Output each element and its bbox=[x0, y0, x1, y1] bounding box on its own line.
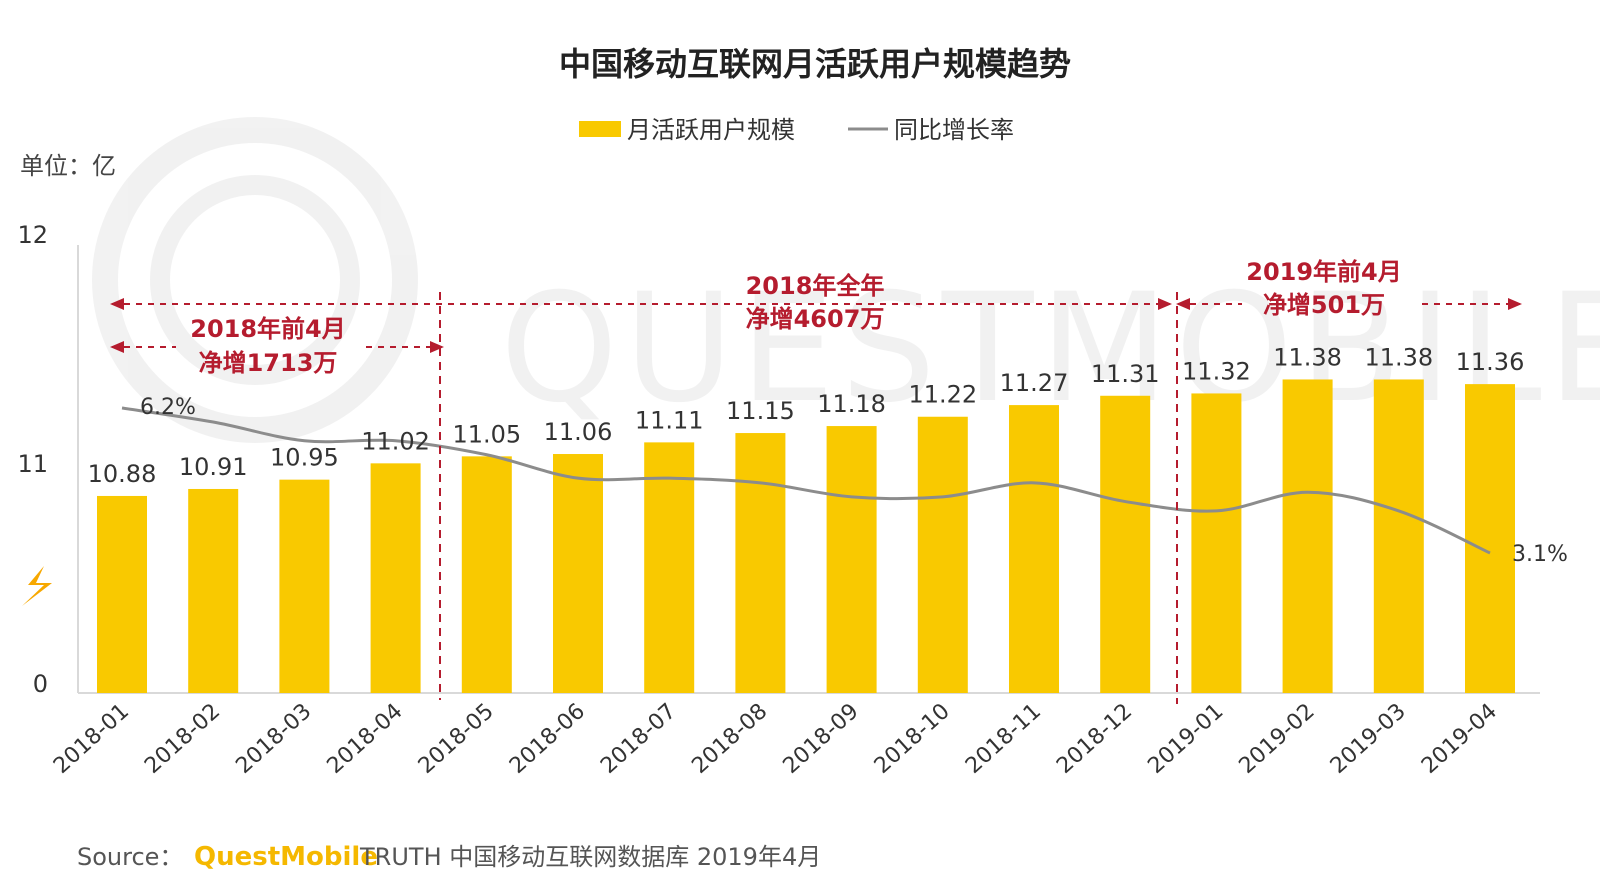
x-tick-label: 2018-04 bbox=[323, 699, 408, 779]
x-tick-label: 2018-02 bbox=[140, 699, 225, 779]
bar-value-label: 11.38 bbox=[1273, 343, 1342, 371]
arrowhead-icon bbox=[430, 341, 444, 353]
rate-point-label: 6.2% bbox=[140, 395, 196, 420]
legend-line-label: 同比增长率 bbox=[894, 116, 1014, 144]
bar bbox=[826, 426, 877, 693]
bar-value-label: 11.15 bbox=[726, 397, 795, 425]
rate-point-label: 3.1% bbox=[1512, 542, 1568, 567]
bar-value-label: 10.91 bbox=[179, 453, 248, 481]
arrowhead-icon bbox=[1508, 298, 1522, 310]
legend: 月活跃用户规模 同比增长率 bbox=[579, 116, 1014, 144]
bar-value-label: 10.95 bbox=[270, 444, 339, 472]
legend-bar-swatch bbox=[579, 121, 621, 137]
x-tick-label: 2018-03 bbox=[231, 699, 316, 779]
bar bbox=[917, 416, 968, 693]
bar bbox=[553, 454, 603, 693]
bar bbox=[644, 442, 695, 693]
bar bbox=[97, 495, 147, 693]
y-tick-label: 0 bbox=[33, 670, 48, 698]
bar bbox=[1465, 384, 1515, 693]
bar bbox=[188, 488, 239, 693]
bar-value-label: 11.05 bbox=[452, 420, 521, 448]
bar bbox=[1100, 395, 1151, 693]
rate-line-layer bbox=[121, 406, 1491, 555]
bar bbox=[279, 479, 330, 693]
chart-title: 中国移动互联网月活跃用户规模趋势 bbox=[559, 45, 1071, 83]
bar bbox=[1191, 393, 1242, 693]
x-tick-label: 2018-12 bbox=[1052, 699, 1137, 779]
annotation-2018-4m-line2: 净增1713万 bbox=[199, 349, 338, 377]
annotations bbox=[110, 292, 1522, 704]
bar-value-label: 11.22 bbox=[908, 381, 977, 409]
rate-line bbox=[121, 406, 1491, 555]
x-tick-label: 2018-06 bbox=[505, 699, 590, 779]
bar bbox=[735, 433, 786, 693]
x-tick-label: 2018-08 bbox=[687, 699, 772, 779]
x-tick-label: 2018-11 bbox=[961, 699, 1046, 779]
annotation-2018-full-line1: 2018年全年 bbox=[746, 272, 885, 300]
unit-label: 单位：亿 bbox=[20, 152, 116, 180]
bar bbox=[1009, 405, 1059, 693]
y-tick-label: 11 bbox=[17, 450, 48, 478]
x-tick-label: 2018-01 bbox=[49, 699, 134, 779]
annotation-2019-4m-line1: 2019年前4月 bbox=[1246, 258, 1402, 286]
bar bbox=[1373, 379, 1424, 693]
annotation-texts: 2018年前4月 净增1713万 2018年全年 净增4607万 2019年前4… bbox=[190, 258, 1402, 377]
bar bbox=[461, 456, 512, 693]
arrowhead-icon bbox=[110, 341, 124, 353]
x-tick-label: 2018-09 bbox=[779, 699, 864, 779]
x-tick-label: 2019-01 bbox=[1143, 699, 1228, 779]
source-note: Source： QuestMobile TRUTH 中国移动互联网数据库 201… bbox=[77, 842, 821, 872]
annotation-2018-full-line2: 净增4607万 bbox=[746, 305, 885, 333]
bar-value-label: 11.38 bbox=[1364, 343, 1433, 371]
x-tick-label: 2018-07 bbox=[596, 699, 681, 779]
x-tick-label: 2019-02 bbox=[1235, 699, 1320, 779]
x-tick-label: 2019-04 bbox=[1417, 699, 1502, 779]
arrowhead-icon bbox=[110, 298, 124, 310]
source-brand: QuestMobile bbox=[194, 842, 378, 872]
bar-value-label: 11.27 bbox=[1000, 369, 1069, 397]
bar-value-label: 10.88 bbox=[88, 460, 157, 488]
bar bbox=[1282, 379, 1333, 693]
bar-value-label: 11.31 bbox=[1091, 360, 1160, 388]
arrowhead-icon bbox=[1176, 298, 1190, 310]
x-tick-label: 2019-03 bbox=[1326, 699, 1411, 779]
x-ticks-layer: 2018-01 2018-02 2018-03 2018-04 2018-05 2018-… bbox=[49, 699, 1502, 779]
bar-value-label: 11.06 bbox=[544, 418, 613, 446]
source-prefix: Source： bbox=[77, 843, 183, 871]
x-tick-label: 2018-10 bbox=[870, 699, 955, 779]
annotation-2019-4m-line2: 净增501万 bbox=[1263, 291, 1385, 319]
bar-value-label: 11.02 bbox=[361, 427, 430, 455]
x-tick-label: 2018-05 bbox=[414, 699, 499, 779]
bar bbox=[370, 463, 421, 693]
bars-layer bbox=[97, 379, 1515, 693]
labels-layer: 10.88 10.91 10.95 11.02 11.05 11.06 11.11 11.15… bbox=[88, 343, 1568, 567]
bar-value-label: 11.36 bbox=[1456, 348, 1525, 376]
bar-value-label: 11.18 bbox=[817, 390, 886, 418]
annotation-2018-4m-line1: 2018年前4月 bbox=[190, 315, 346, 343]
legend-bar-label: 月活跃用户规模 bbox=[627, 116, 795, 144]
bar-value-label: 11.11 bbox=[635, 406, 704, 434]
axis-break-icon bbox=[22, 566, 52, 606]
source-text: TRUTH 中国移动互联网数据库 2019年4月 bbox=[359, 843, 821, 871]
bar-value-label: 11.32 bbox=[1182, 357, 1251, 385]
y-tick-label: 12 bbox=[17, 221, 48, 249]
arrowhead-icon bbox=[1158, 298, 1172, 310]
